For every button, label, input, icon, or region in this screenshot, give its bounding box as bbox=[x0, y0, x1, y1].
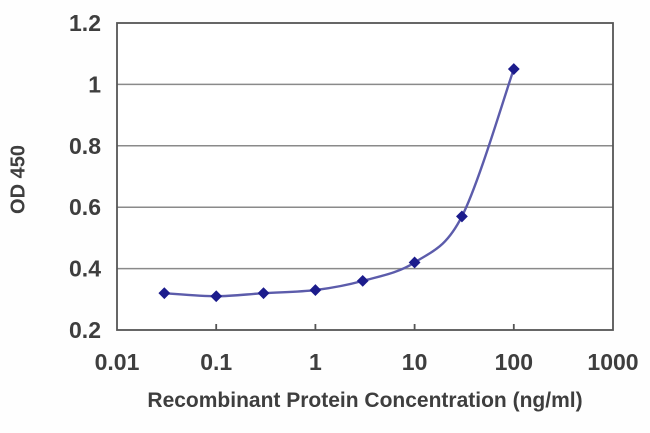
x-tick-label: 0.1 bbox=[200, 349, 232, 375]
y-tick-label: 0.4 bbox=[69, 256, 101, 282]
y-tick-label: 0.8 bbox=[69, 133, 101, 159]
data-point-marker bbox=[408, 256, 421, 269]
data-point-marker bbox=[356, 274, 369, 287]
data-point-marker bbox=[257, 287, 270, 300]
data-point-marker bbox=[309, 284, 322, 296]
data-point-marker bbox=[507, 63, 520, 75]
data-point-marker bbox=[456, 210, 468, 223]
x-tick-label: 100 bbox=[495, 349, 533, 375]
data-point-marker bbox=[158, 287, 171, 300]
y-tick-label: 0.2 bbox=[69, 317, 101, 343]
x-tick-label: 1 bbox=[309, 349, 322, 375]
x-axis-title: Recombinant Protein Concentration (ng/ml… bbox=[147, 389, 583, 412]
plot-border bbox=[116, 22, 614, 331]
y-axis-title: OD 450 bbox=[7, 145, 30, 214]
y-tick-label: 0.6 bbox=[69, 194, 101, 220]
y-tick-label: 1.2 bbox=[69, 10, 101, 36]
x-tick-label: 0.01 bbox=[95, 349, 140, 375]
data-point-marker bbox=[210, 290, 223, 303]
x-tick-label: 1000 bbox=[587, 349, 638, 375]
x-tick-label: 10 bbox=[402, 349, 428, 375]
y-tick-label: 1 bbox=[88, 71, 101, 97]
series-line bbox=[163, 67, 515, 298]
